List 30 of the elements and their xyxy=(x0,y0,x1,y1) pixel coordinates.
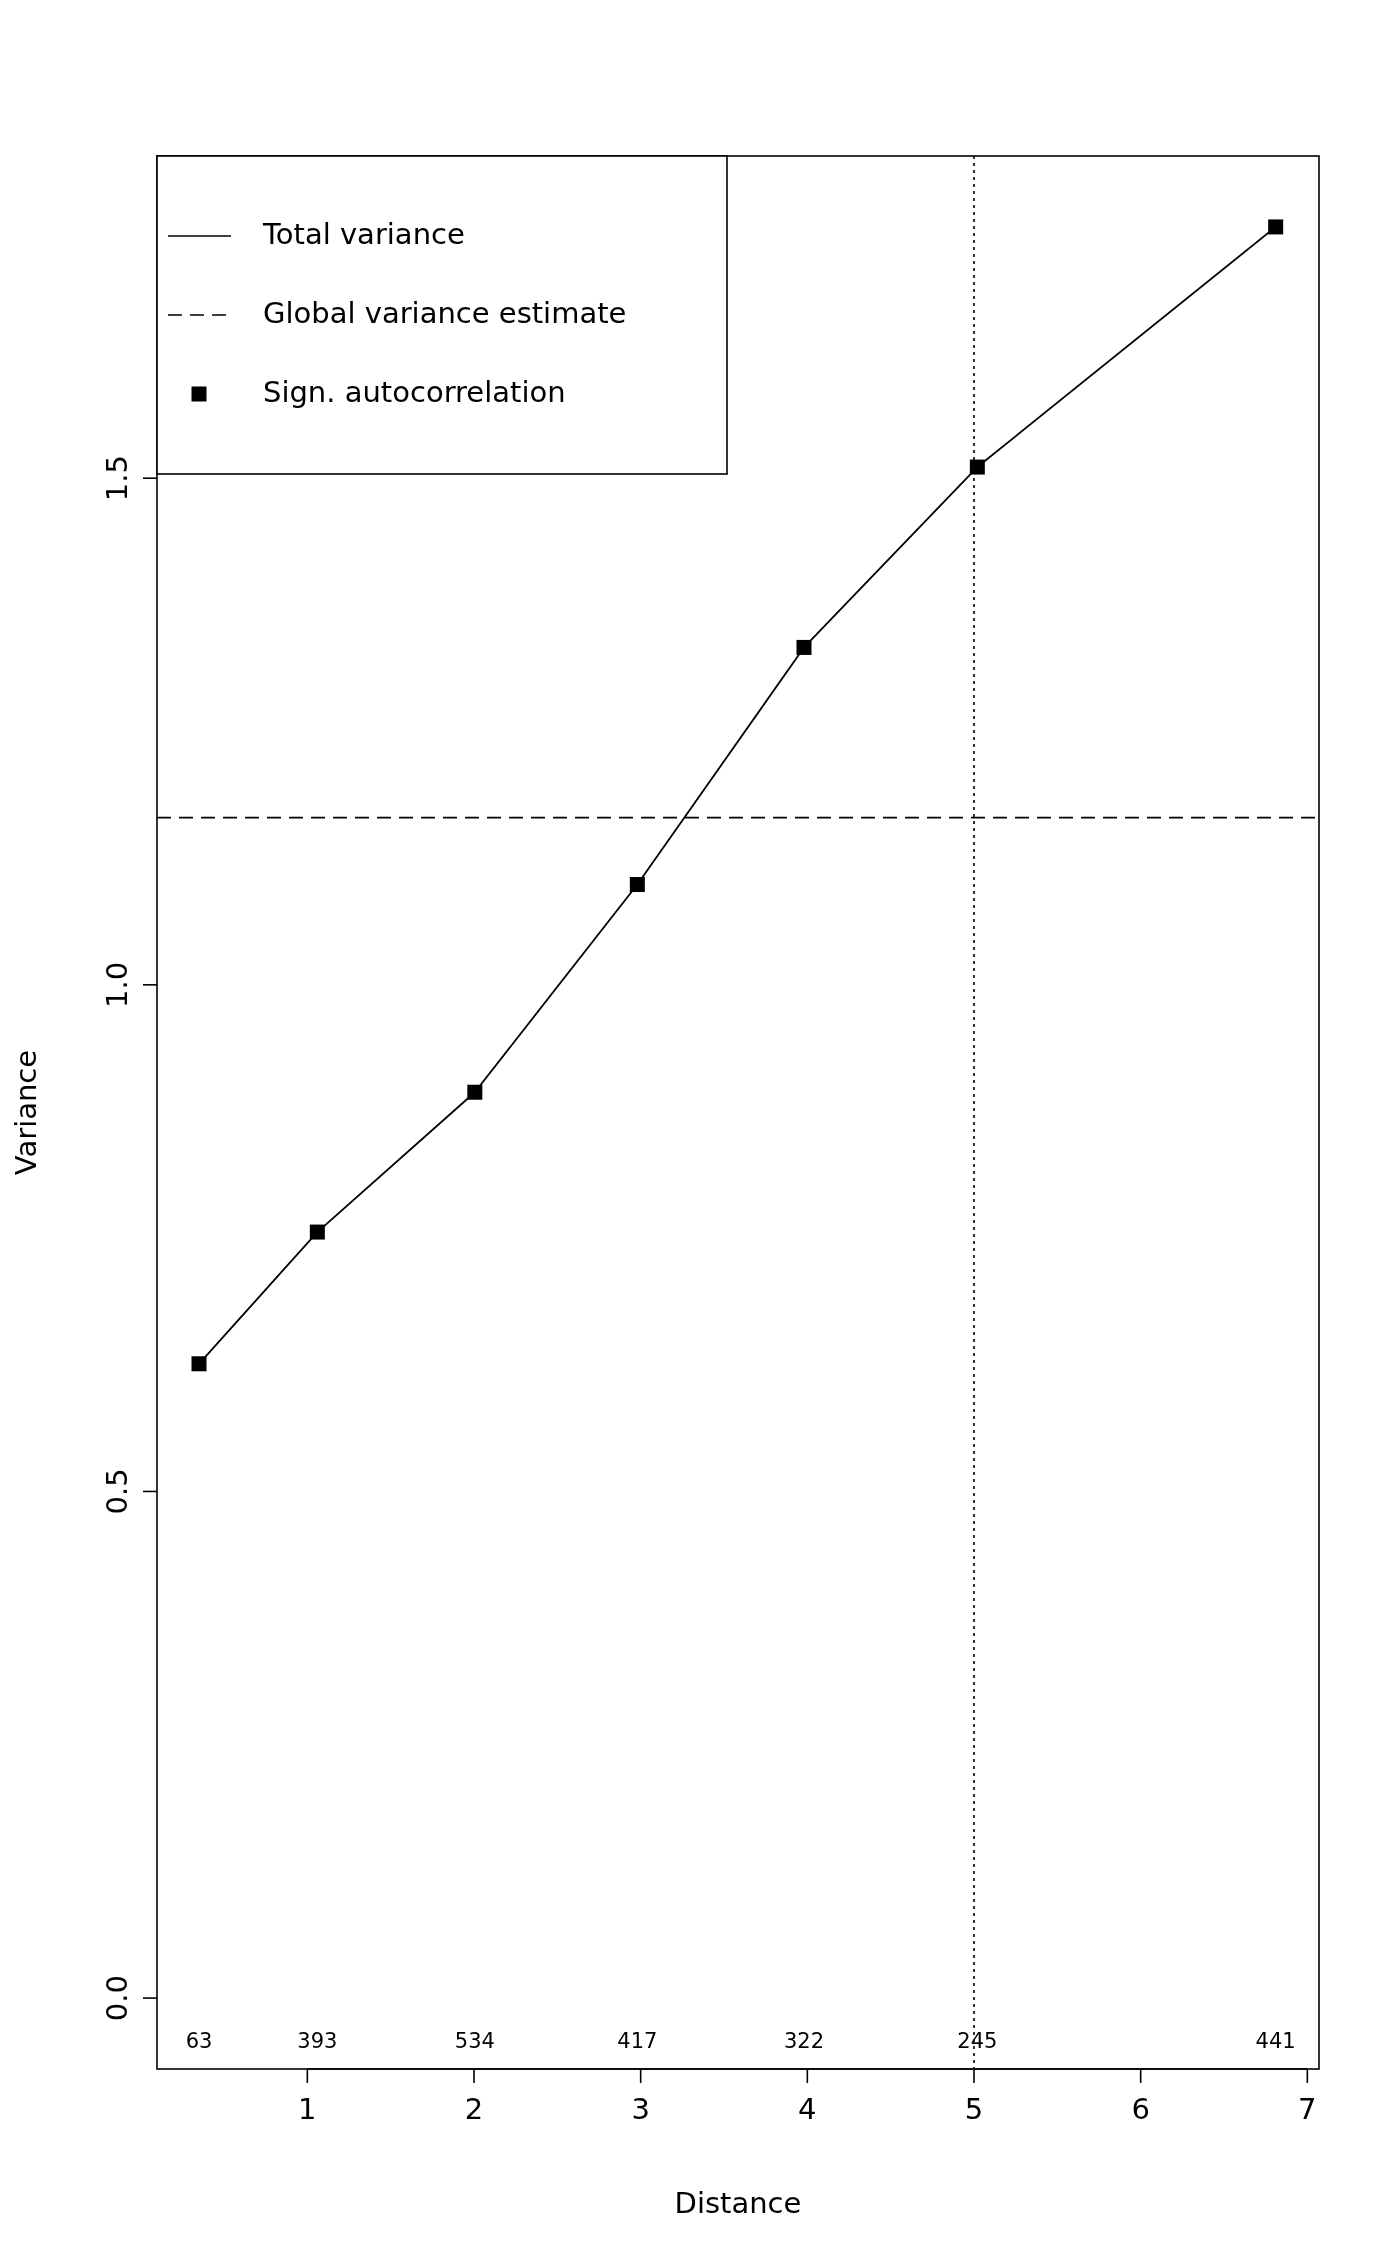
legend-label: Total variance xyxy=(262,217,465,251)
y-tick-label: 1.5 xyxy=(100,455,134,502)
x-tick-label: 6 xyxy=(1131,2092,1150,2126)
legend-label: Global variance estimate xyxy=(263,296,627,330)
x-axis-title: Distance xyxy=(674,2186,802,2220)
x-tick-label: 5 xyxy=(964,2092,984,2126)
annotation: 393 xyxy=(297,2029,338,2053)
point xyxy=(1268,219,1284,235)
y-tick-label: 1.0 xyxy=(100,961,134,1008)
y-tick-label: 0.5 xyxy=(100,1468,134,1515)
annotation: 417 xyxy=(617,2029,658,2053)
annotation: 245 xyxy=(957,2029,998,2053)
point xyxy=(969,459,985,475)
point xyxy=(629,877,645,893)
point xyxy=(191,1356,207,1372)
annotation: 534 xyxy=(454,2029,495,2053)
y-tick-label: 0.0 xyxy=(100,1975,134,2022)
y-axis-title: Variance xyxy=(9,1049,43,1176)
x-tick-label: 4 xyxy=(798,2092,817,2126)
point xyxy=(796,639,812,655)
x-tick-label: 3 xyxy=(631,2092,650,2126)
annotation: 63 xyxy=(185,2029,213,2053)
legend-label: Sign. autocorrelation xyxy=(263,375,566,409)
point xyxy=(309,1224,325,1240)
x-tick-label: 7 xyxy=(1298,2092,1317,2126)
x-tick-label: 2 xyxy=(464,2092,484,2126)
annotation: 322 xyxy=(783,2029,825,2053)
x-tick-label: 1 xyxy=(298,2092,317,2126)
point xyxy=(467,1084,483,1100)
annotation: 441 xyxy=(1255,2029,1296,2053)
